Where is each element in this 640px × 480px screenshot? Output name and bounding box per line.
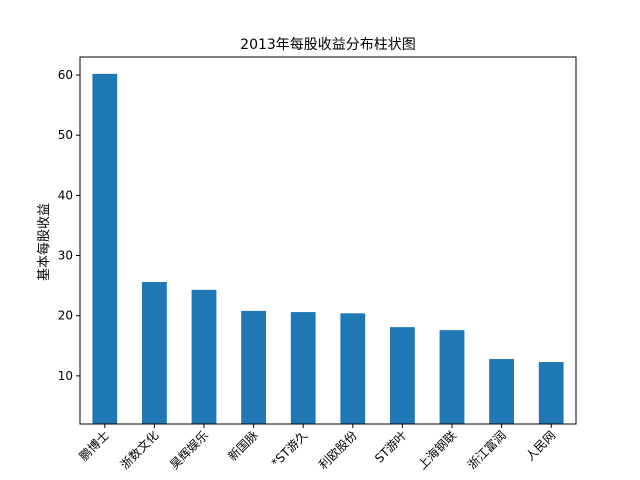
plot-area-frame [79, 56, 577, 425]
y-tick-label-1: 20 [58, 309, 73, 323]
chart-title: 2013年每股收益分布柱状图 [240, 37, 416, 53]
x-tick-label-9: 人民网 [523, 428, 558, 463]
x-axis-ticks: 鹏博士 浙数文化 昊辉娱乐 新国脉 *ST游久 利欧股份 ST游叶 上海钢联 浙江富润 人民网 [76, 424, 558, 472]
bar-9 [538, 362, 564, 424]
bar-8 [489, 359, 514, 424]
x-tick-label-4: *ST游久 [269, 428, 311, 470]
y-tick-label-4: 50 [58, 128, 73, 142]
y-tick-label-0: 10 [58, 369, 73, 383]
y-axis-label: 基本每股收益 [36, 203, 52, 281]
x-tick-label-3: 新国脉 [225, 428, 261, 464]
y-tick-label-5: 60 [58, 68, 73, 82]
bar-0 [92, 73, 118, 425]
bars-group [92, 73, 564, 425]
x-tick-label-2: 昊辉娱乐 [167, 428, 211, 472]
bar-3 [241, 310, 266, 424]
y-tick-label-2: 30 [58, 249, 73, 263]
x-tick-label-8: 浙江富润 [464, 428, 509, 473]
x-tick-label-7: 上海钢联 [415, 428, 460, 473]
y-tick-label-3: 40 [58, 188, 73, 202]
x-tick-label-1: 浙数文化 [117, 428, 162, 473]
x-tick-label-0: 鹏博士 [76, 428, 112, 464]
bar-4 [290, 312, 316, 424]
bar-2 [191, 289, 217, 424]
bar-1 [142, 282, 167, 424]
bar-6 [390, 327, 415, 424]
x-tick-label-6: ST游叶 [372, 428, 409, 465]
bar-5 [340, 313, 366, 424]
y-axis-ticks: 10 20 30 40 50 60 [58, 68, 80, 383]
bar-7 [439, 330, 465, 424]
x-tick-label-5: 利欧股份 [316, 428, 360, 472]
